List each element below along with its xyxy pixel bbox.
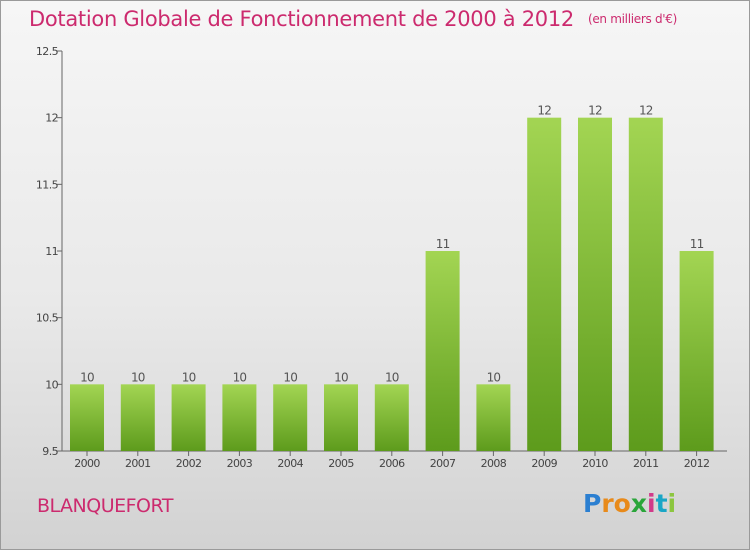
bar-2002 bbox=[171, 384, 206, 451]
bar-value-label: 10 bbox=[233, 370, 247, 384]
bar-value-label: 10 bbox=[283, 370, 297, 384]
y-tick-label: 11.5 bbox=[36, 178, 59, 191]
x-tick-label: 2007 bbox=[430, 457, 456, 470]
logo-letter: o bbox=[613, 489, 631, 518]
bar-2012 bbox=[679, 251, 714, 451]
y-tick-label: 10.5 bbox=[36, 312, 59, 325]
bar-2007 bbox=[425, 251, 460, 451]
chart-title-text: Dotation Globale de Fonctionnement de 20… bbox=[29, 7, 574, 31]
logo-letter: i bbox=[647, 489, 656, 518]
x-tick-label: 2008 bbox=[481, 457, 507, 470]
bar-value-label: 12 bbox=[639, 104, 653, 118]
bar-2003 bbox=[222, 384, 257, 451]
bar-value-label: 10 bbox=[334, 370, 348, 384]
chart-subtitle: (en milliers d'€) bbox=[587, 12, 677, 26]
y-tick-label: 12 bbox=[45, 112, 58, 125]
logo-letter: t bbox=[655, 489, 668, 518]
chart-labels: 2000 10 2001 10 2002 10 2003 10 2004 10 2005 10 2006… bbox=[74, 104, 710, 470]
commune-name: BLANQUEFORT bbox=[37, 495, 173, 517]
bar-value-label: 10 bbox=[80, 370, 94, 384]
bar-value-label: 10 bbox=[131, 370, 145, 384]
x-tick-label: 2002 bbox=[176, 457, 202, 470]
x-tick-label: 2012 bbox=[684, 457, 710, 470]
chart-title: Dotation Globale de Fonctionnement de 20… bbox=[29, 7, 677, 31]
x-tick-label: 2009 bbox=[531, 457, 557, 470]
logo-letter: P bbox=[583, 489, 602, 518]
bar-2005 bbox=[324, 384, 358, 451]
x-tick-label: 2003 bbox=[227, 457, 253, 470]
bar-value-label: 10 bbox=[487, 370, 501, 384]
bar-2000 bbox=[70, 384, 104, 451]
logo-letter: x bbox=[630, 489, 647, 518]
x-tick-label: 2000 bbox=[74, 457, 100, 470]
chart-bars bbox=[70, 117, 714, 452]
x-tick-label: 2005 bbox=[328, 457, 354, 470]
bar-value-label: 12 bbox=[588, 104, 602, 118]
y-tick-label: 11 bbox=[45, 245, 58, 258]
y-tick-label: 12.5 bbox=[36, 45, 59, 58]
bar-value-label: 11 bbox=[690, 237, 704, 251]
x-tick-label: 2011 bbox=[633, 457, 659, 470]
proxiti-logo: Proxiti bbox=[583, 489, 676, 518]
bar-2008 bbox=[476, 384, 511, 451]
x-tick-label: 2001 bbox=[125, 457, 151, 470]
bar-value-label: 12 bbox=[537, 104, 551, 118]
logo-letter: i bbox=[667, 489, 677, 518]
x-tick-label: 2004 bbox=[277, 457, 303, 470]
x-tick-label: 2006 bbox=[379, 457, 405, 470]
bar-2006 bbox=[374, 384, 409, 451]
bar-2011 bbox=[628, 117, 663, 452]
x-tick-label: 2010 bbox=[582, 457, 608, 470]
bar-value-label: 10 bbox=[182, 370, 196, 384]
bar-2004 bbox=[273, 384, 308, 451]
bar-value-label: 10 bbox=[385, 370, 399, 384]
bar-2010 bbox=[578, 117, 612, 452]
logo-letter: r bbox=[601, 489, 614, 518]
bar-2001 bbox=[120, 384, 155, 451]
y-tick-label: 10 bbox=[45, 378, 58, 391]
bar-2009 bbox=[527, 117, 562, 452]
bar-value-label: 11 bbox=[436, 237, 450, 251]
y-tick-label: 9.5 bbox=[42, 445, 58, 458]
